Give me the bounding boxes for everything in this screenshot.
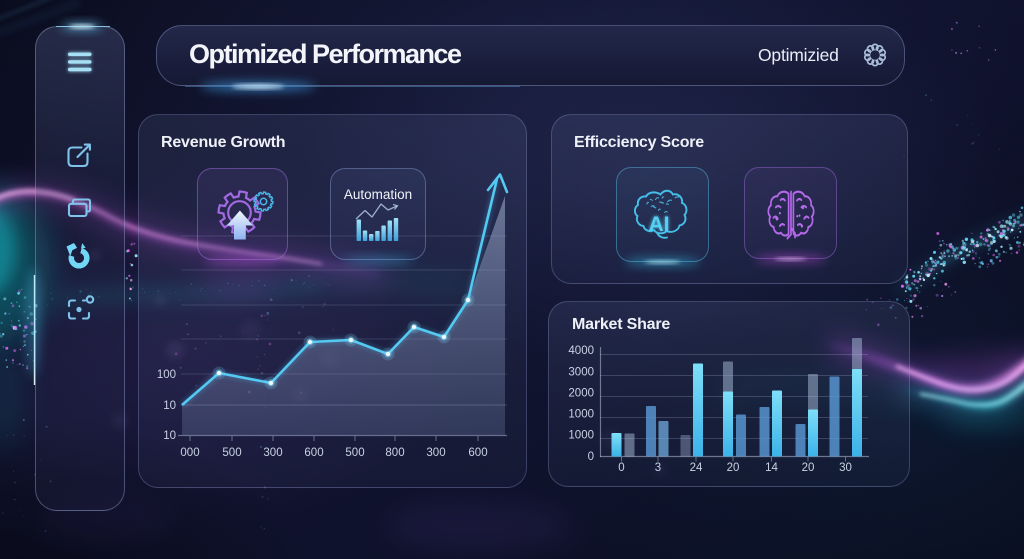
svg-text:500: 500 — [345, 447, 364, 459]
svg-text:24: 24 — [690, 462, 703, 474]
svg-text:100: 100 — [157, 369, 176, 381]
svg-text:500: 500 — [222, 447, 241, 459]
svg-text:30: 30 — [839, 462, 852, 474]
svg-text:14: 14 — [765, 462, 778, 474]
svg-text:10: 10 — [163, 400, 176, 412]
svg-text:0: 0 — [588, 451, 594, 463]
svg-text:300: 300 — [426, 447, 445, 459]
svg-text:1000: 1000 — [568, 409, 594, 421]
svg-text:800: 800 — [385, 447, 404, 459]
svg-text:000: 000 — [180, 447, 199, 459]
svg-text:4000: 4000 — [568, 345, 594, 357]
svg-text:3000: 3000 — [568, 367, 594, 379]
svg-text:20: 20 — [802, 462, 815, 474]
svg-text:1000: 1000 — [568, 430, 594, 442]
svg-text:600: 600 — [304, 447, 323, 459]
svg-text:2000: 2000 — [568, 388, 594, 400]
svg-text:AI: AI — [649, 213, 670, 236]
svg-text:20: 20 — [727, 462, 740, 474]
svg-text:300: 300 — [263, 447, 282, 459]
svg-text:0: 0 — [618, 462, 624, 474]
svg-text:3: 3 — [655, 462, 661, 474]
svg-text:600: 600 — [468, 447, 487, 459]
svg-text:10: 10 — [163, 430, 176, 442]
